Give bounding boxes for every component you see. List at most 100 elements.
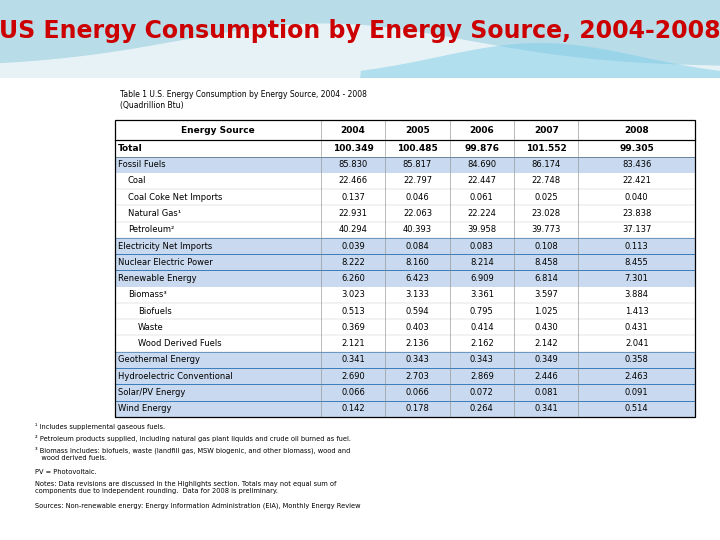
Text: 0.108: 0.108 [534,241,558,251]
Text: 40.294: 40.294 [338,225,367,234]
Text: 6.260: 6.260 [341,274,365,283]
Text: 99.305: 99.305 [619,144,654,153]
Text: 85.817: 85.817 [403,160,432,169]
Text: 0.039: 0.039 [341,241,365,251]
Text: 0.594: 0.594 [405,307,429,315]
Text: 22.748: 22.748 [531,177,561,185]
Text: 0.040: 0.040 [625,193,649,202]
Text: Renewable Energy: Renewable Energy [118,274,197,283]
Text: 0.264: 0.264 [470,404,494,413]
Text: 39.958: 39.958 [467,225,496,234]
Bar [115,384,695,401]
Text: 2006: 2006 [469,126,494,135]
Text: 8.222: 8.222 [341,258,365,267]
Text: 2.162: 2.162 [470,339,494,348]
Bar [115,120,695,140]
Text: 0.349: 0.349 [534,355,558,364]
Text: 99.876: 99.876 [464,144,500,153]
Text: 2007: 2007 [534,126,559,135]
Bar [115,120,695,417]
Text: 39.773: 39.773 [531,225,561,234]
Text: 0.066: 0.066 [341,388,365,397]
Text: 22.797: 22.797 [403,177,432,185]
Text: 3.133: 3.133 [405,291,429,299]
Text: Fossil Fuels: Fossil Fuels [118,160,166,169]
Text: Nuclear Electric Power: Nuclear Electric Power [118,258,212,267]
Polygon shape [0,24,720,78]
Bar [115,254,695,271]
Text: 0.081: 0.081 [534,388,558,397]
Text: 0.430: 0.430 [534,323,558,332]
Text: Solar/PV Energy: Solar/PV Energy [118,388,185,397]
Text: 1.413: 1.413 [625,307,649,315]
Text: Table 1 U.S. Energy Consumption by Energy Source, 2004 - 2008
(Quadrillion Btu): Table 1 U.S. Energy Consumption by Energ… [120,90,367,110]
Bar [115,157,695,173]
Text: 22.421: 22.421 [622,177,651,185]
Bar [115,335,695,352]
Text: 0.414: 0.414 [470,323,494,332]
Text: 0.083: 0.083 [470,241,494,251]
Text: Wood Derived Fuels: Wood Derived Fuels [138,339,222,348]
Text: Waste: Waste [138,323,163,332]
Text: 8.214: 8.214 [470,258,494,267]
Text: 0.513: 0.513 [341,307,365,315]
Text: 3.361: 3.361 [470,291,494,299]
Text: 0.142: 0.142 [341,404,365,413]
Text: 2.703: 2.703 [405,372,429,381]
Text: 0.431: 0.431 [625,323,649,332]
Text: 7.301: 7.301 [625,274,649,283]
Bar [115,205,695,221]
Text: 0.091: 0.091 [625,388,649,397]
Text: US Energy Consumption by Energy Source, 2004-2008: US Energy Consumption by Energy Source, … [0,19,720,43]
Text: 2.142: 2.142 [534,339,558,348]
Bar [115,401,695,417]
Text: 0.113: 0.113 [625,241,649,251]
Text: 1.025: 1.025 [534,307,558,315]
Text: 0.178: 0.178 [405,404,429,413]
Text: Biomass³: Biomass³ [128,291,167,299]
Text: 3.023: 3.023 [341,291,365,299]
Text: Natural Gas¹: Natural Gas¹ [128,209,181,218]
Bar [115,303,695,319]
Text: 2.121: 2.121 [341,339,365,348]
Text: ² Petroleum products supplied, including natural gas plant liquids and crude oil: ² Petroleum products supplied, including… [35,435,351,442]
Text: Wind Energy: Wind Energy [118,404,171,413]
Text: 40.393: 40.393 [403,225,432,234]
Text: 8.455: 8.455 [625,258,649,267]
Text: 0.061: 0.061 [470,193,494,202]
Text: 8.160: 8.160 [405,258,429,267]
Text: 2.041: 2.041 [625,339,649,348]
Text: 2.869: 2.869 [470,372,494,381]
Text: Coal: Coal [128,177,146,185]
Text: ¹ Includes supplemental gaseous fuels.: ¹ Includes supplemental gaseous fuels. [35,423,165,430]
Bar [115,140,695,157]
Text: 23.028: 23.028 [531,209,561,218]
Bar [115,173,695,189]
Bar [115,238,695,254]
Text: 6.423: 6.423 [405,274,429,283]
Text: 100.349: 100.349 [333,144,374,153]
Bar [115,368,695,384]
Text: Hydroelectric Conventional: Hydroelectric Conventional [118,372,233,381]
Text: 2005: 2005 [405,126,430,135]
Text: 0.066: 0.066 [405,388,429,397]
Text: 2.136: 2.136 [405,339,429,348]
Text: 22.063: 22.063 [403,209,432,218]
Text: 0.025: 0.025 [534,193,558,202]
Text: 22.447: 22.447 [467,177,496,185]
Text: 6.814: 6.814 [534,274,558,283]
Text: Geothermal Energy: Geothermal Energy [118,355,200,364]
Text: 0.341: 0.341 [341,355,365,364]
Bar [115,271,695,287]
Text: Notes: Data revisions are discussed in the Highlights section. Totals may not eq: Notes: Data revisions are discussed in t… [35,481,336,494]
Text: 2.446: 2.446 [534,372,558,381]
Polygon shape [360,43,720,78]
Text: Total: Total [118,144,143,153]
Text: 23.838: 23.838 [622,209,652,218]
Text: 8.458: 8.458 [534,258,558,267]
Text: 0.341: 0.341 [534,404,558,413]
Text: 2.690: 2.690 [341,372,365,381]
Text: Coal Coke Net Imports: Coal Coke Net Imports [128,193,222,202]
Text: 22.224: 22.224 [467,209,496,218]
Text: Energy Source: Energy Source [181,126,255,135]
